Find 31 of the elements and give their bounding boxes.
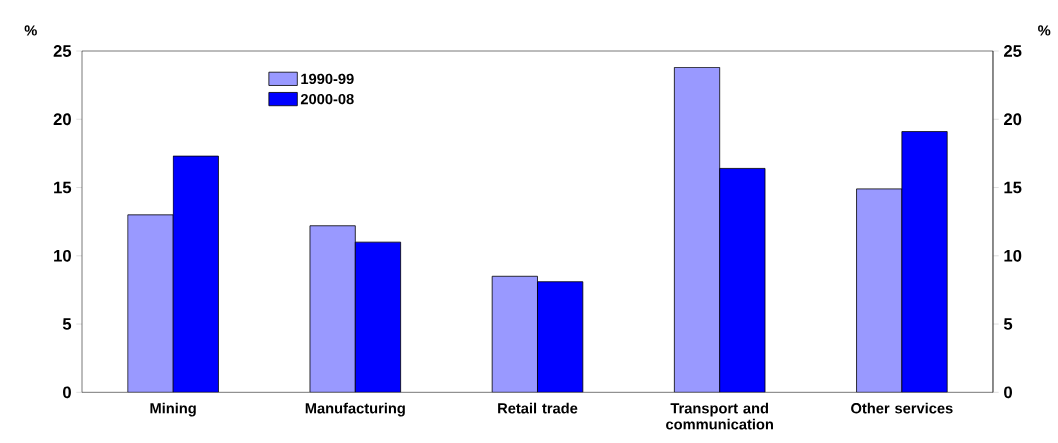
legend-label: 2000-08 <box>300 93 354 105</box>
x-tick-label: Transport and communication <box>666 402 773 430</box>
y-axis-title: % <box>24 25 37 36</box>
y2-tick-label: 25 <box>1003 45 1022 57</box>
y-tick-label: 15 <box>54 181 72 194</box>
y-tick-label: 0 <box>63 386 71 399</box>
bar <box>354 241 402 393</box>
y-tick-label: 5 <box>62 318 72 330</box>
x-tick-label: Mining <box>150 402 196 417</box>
x-tick-label: Manufacturing <box>305 402 405 417</box>
y-tick-label: 25 <box>53 45 72 57</box>
y-tick-label: 10 <box>54 249 71 262</box>
bar <box>719 168 766 393</box>
y2-tick-label: 20 <box>1003 113 1022 126</box>
bar <box>172 155 219 393</box>
bar <box>856 188 903 393</box>
x-tick-label: Retail trade <box>498 402 578 414</box>
y-tick-label: 20 <box>53 113 71 126</box>
bar <box>491 275 538 393</box>
bar <box>309 225 356 393</box>
y2-axis-title: % <box>1038 25 1051 36</box>
y2-tick-label: 0 <box>1004 386 1012 399</box>
bar <box>127 214 174 393</box>
y2-tick-label: 15 <box>1004 181 1022 194</box>
y2-tick-label: 10 <box>1004 249 1022 262</box>
bar <box>673 66 721 393</box>
bar <box>901 131 948 393</box>
x-tick-label: Other services <box>851 402 953 414</box>
bar <box>537 281 584 393</box>
legend-label: 1990-99 <box>301 73 354 85</box>
y2-tick-label: 5 <box>1003 318 1013 330</box>
